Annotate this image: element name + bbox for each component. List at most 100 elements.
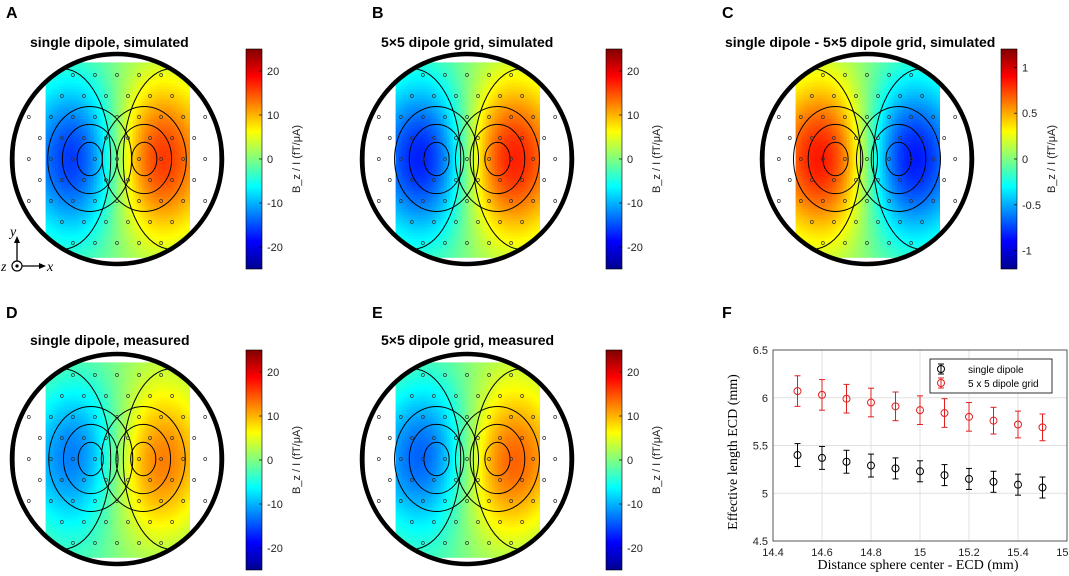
field-cell [48, 131, 52, 135]
field-cell [84, 104, 88, 108]
colorbar-tick-label: 10 [267, 110, 279, 122]
field-cell [530, 95, 534, 99]
field-cell [87, 227, 91, 231]
field-cell [410, 167, 414, 171]
field-cell [138, 218, 142, 222]
field-cell [491, 155, 495, 159]
field-cell [75, 203, 79, 207]
field-cell [491, 89, 495, 93]
field-cell [425, 98, 429, 102]
field-cell [162, 149, 166, 153]
field-cell [470, 131, 474, 135]
field-cell [90, 179, 94, 183]
field-cell [45, 227, 49, 231]
field-cell [78, 62, 82, 66]
field-cell [114, 176, 118, 180]
field-cell [473, 125, 477, 129]
field-cell [129, 116, 133, 120]
field-cell [506, 77, 510, 81]
field-cell [470, 104, 474, 108]
field-cell [102, 242, 106, 246]
field-cell [120, 224, 124, 228]
field-cell [141, 248, 145, 252]
field-cell [99, 236, 103, 240]
field-cell [165, 71, 169, 75]
field-cell [138, 95, 142, 99]
field-cell [183, 119, 187, 123]
field-cell [404, 119, 408, 123]
field-cell [440, 101, 444, 105]
field-cell [509, 119, 513, 123]
field-cell [476, 125, 480, 129]
field-cell [413, 137, 417, 141]
field-cell [69, 92, 73, 96]
field-cell [138, 101, 142, 105]
field-cell [138, 230, 142, 234]
field-cell [93, 68, 97, 72]
field-cell [536, 71, 540, 75]
field-cell [524, 116, 528, 120]
field-cell [87, 200, 91, 204]
field-cell [111, 203, 115, 207]
field-cell [93, 245, 97, 249]
field-cell [186, 92, 190, 96]
field-cell [479, 155, 483, 159]
field-cell [165, 131, 169, 135]
field-cell [144, 176, 148, 180]
field-cell [413, 74, 417, 78]
field-cell [440, 107, 444, 111]
field-cell [72, 80, 76, 84]
field-cell [66, 194, 70, 198]
sensor-point [82, 220, 86, 224]
field-cell [422, 125, 426, 129]
field-cell [485, 98, 489, 102]
field-cell [93, 104, 97, 108]
field-cell [162, 185, 166, 189]
field-cell [165, 134, 169, 138]
field-cell [87, 161, 91, 165]
field-cell [524, 104, 528, 108]
field-cell [75, 242, 79, 246]
field-cell [413, 149, 417, 153]
field-cell [485, 143, 489, 147]
field-cell [452, 149, 456, 153]
field-cell [135, 80, 139, 84]
field-cell [425, 113, 429, 117]
field-cell [102, 122, 106, 126]
field-cell [476, 140, 480, 144]
field-cell [177, 89, 181, 93]
field-cell [114, 86, 118, 90]
field-cell [51, 188, 55, 192]
field-cell [437, 89, 441, 93]
field-cell [66, 134, 70, 138]
field-cell [446, 62, 450, 66]
field-cell [461, 167, 465, 171]
field-cell [431, 146, 435, 150]
field-cell [120, 215, 124, 219]
field-cell [54, 182, 58, 186]
field-cell [177, 224, 181, 228]
field-cell [108, 86, 112, 90]
field-cell [482, 89, 486, 93]
field-cell [476, 113, 480, 117]
field-cell [533, 92, 537, 96]
field-cell [114, 239, 118, 243]
field-cell [156, 179, 160, 183]
field-cell [401, 104, 405, 108]
field-cell [120, 77, 124, 81]
field-cell [428, 140, 432, 144]
field-cell [500, 68, 504, 72]
field-cell [395, 161, 399, 165]
field-cell [69, 155, 73, 159]
field-cell [132, 107, 136, 111]
field-cell [168, 131, 172, 135]
field-cell [93, 158, 97, 162]
field-cell [431, 113, 435, 117]
field-cell [153, 239, 157, 243]
field-cell [78, 152, 82, 156]
field-cell [105, 197, 109, 201]
field-cell [512, 155, 516, 159]
field-cell [434, 152, 438, 156]
field-cell [66, 74, 70, 78]
field-cell [422, 131, 426, 135]
